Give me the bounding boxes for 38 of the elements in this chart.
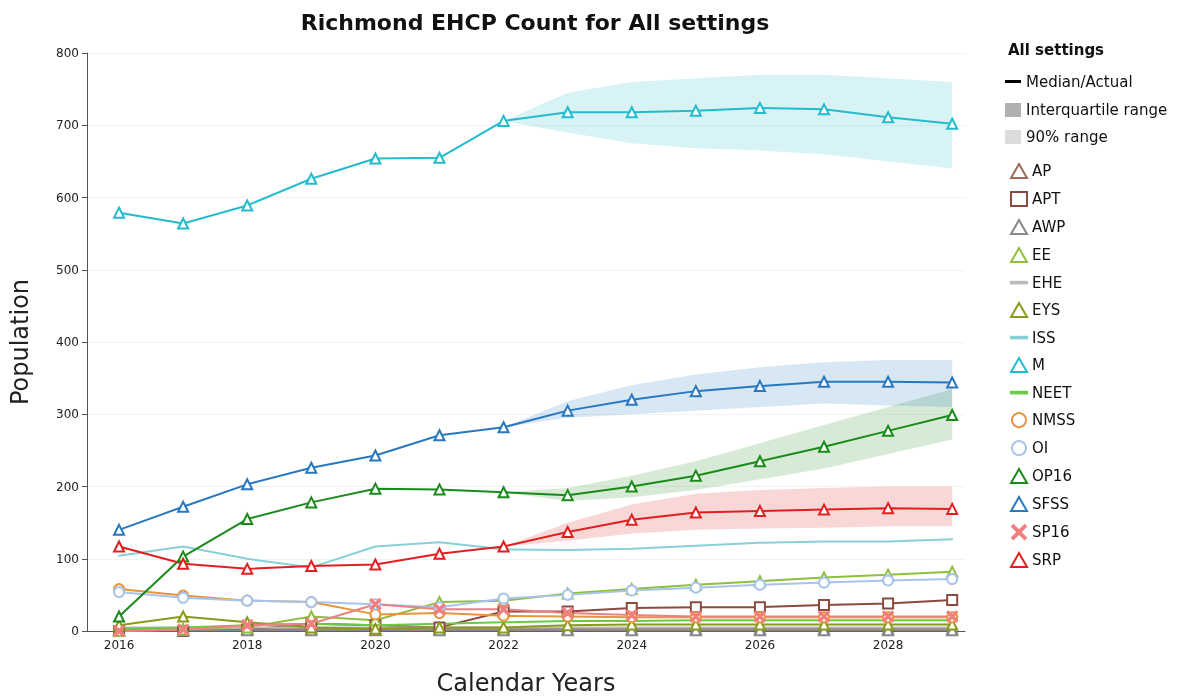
legend-label: SP16 bbox=[1032, 523, 1070, 542]
legend-label: SRP bbox=[1032, 551, 1061, 570]
y-tick-label: 600 bbox=[56, 190, 79, 205]
text: 90% range bbox=[1026, 128, 1108, 147]
x-axis-title: Calendar Years bbox=[436, 669, 616, 697]
legend-label: NMSS bbox=[1032, 411, 1076, 430]
x-tick-label: 2020 bbox=[360, 638, 391, 652]
x-tick-label: 2024 bbox=[616, 638, 648, 652]
y-tick-label: 800 bbox=[56, 46, 79, 60]
x-tick-label: 2018 bbox=[231, 638, 263, 652]
legend-label: NEET bbox=[1032, 383, 1073, 402]
legend-label: EE bbox=[1032, 246, 1051, 265]
x-tick-label: 2026 bbox=[744, 638, 776, 652]
legend-label: ISS bbox=[1032, 328, 1056, 347]
y-tick-label: 400 bbox=[56, 335, 79, 349]
y-axis-title: Population bbox=[6, 278, 34, 406]
legend-label: OP16 bbox=[1032, 467, 1072, 486]
x-tick-label: 2016 bbox=[103, 638, 135, 652]
x-tick-label: 2022 bbox=[488, 638, 519, 652]
chart-title: Richmond EHCP Count for All settings bbox=[300, 9, 770, 35]
text: Interquartile range bbox=[1026, 100, 1168, 119]
y-tick-label: 200 bbox=[56, 479, 79, 494]
x-tick-label: 2028 bbox=[872, 638, 904, 652]
legend-label: AWP bbox=[1032, 218, 1066, 237]
text: Median/Actual bbox=[1026, 72, 1133, 91]
y-tick-label: 0 bbox=[71, 624, 79, 638]
legend-label: SFSS bbox=[1032, 495, 1069, 514]
legend-label: M bbox=[1032, 356, 1045, 375]
legend-label: EYS bbox=[1032, 301, 1061, 320]
legend-label: EHE bbox=[1032, 273, 1063, 292]
legend-label: OI bbox=[1032, 439, 1049, 458]
legend-label: APT bbox=[1032, 190, 1062, 209]
y-tick-label: 700 bbox=[56, 118, 79, 133]
y-tick-label: 500 bbox=[56, 262, 79, 277]
legend-label: AP bbox=[1032, 162, 1052, 181]
y-tick-label: 300 bbox=[56, 407, 79, 422]
legend-title: All settings bbox=[1008, 40, 1105, 59]
y-tick-label: 100 bbox=[56, 551, 79, 566]
